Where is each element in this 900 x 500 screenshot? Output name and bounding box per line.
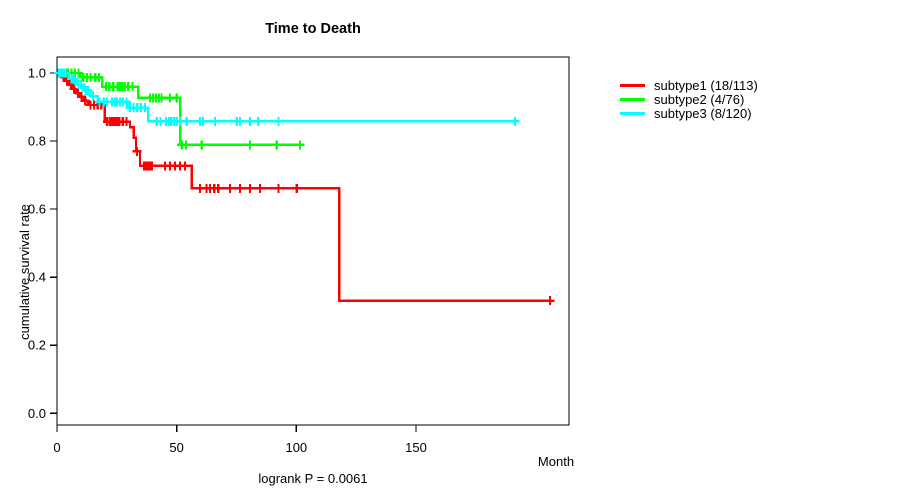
- logrank-pvalue: logrank P = 0.0061: [258, 471, 368, 486]
- plot-box: [56, 56, 570, 426]
- plot-title: Time to Death: [265, 21, 361, 37]
- y-tick-label: 1.0: [28, 66, 46, 81]
- legend-item-subtype1: subtype1 (18/113): [620, 78, 758, 94]
- legend-item-subtype2: subtype2 (4/76): [620, 92, 758, 108]
- x-tick-label: 50: [169, 440, 183, 455]
- survival-curve-subtype3: [57, 71, 516, 123]
- x-tick-label: 100: [285, 440, 307, 455]
- x-tick-label: 150: [405, 440, 427, 455]
- y-tick-label: 0.8: [28, 134, 46, 149]
- legend-label: subtype1 (18/113): [654, 78, 758, 94]
- y-tick-label: 0.6: [28, 202, 46, 217]
- legend: subtype1 (18/113) subtype2 (4/76) subtype3…: [620, 78, 758, 121]
- y-tick-label: 0.4: [28, 270, 46, 285]
- legend-line-swatch: [620, 111, 645, 115]
- x-tick-label: 0: [53, 440, 60, 455]
- legend-label: subtype2 (4/76): [654, 92, 745, 108]
- y-tick-label: 0.0: [28, 406, 46, 421]
- legend-label: subtype3 (8/120): [654, 106, 752, 121]
- y-tick-label: 0.2: [28, 338, 46, 353]
- x-axis-label: Month: [537, 454, 575, 469]
- legend-line-swatch: [620, 84, 645, 88]
- legend-line-swatch: [620, 98, 645, 102]
- legend-item-subtype3: subtype3 (8/120): [620, 106, 758, 121]
- y-axis-label: cumulative survival rate: [17, 204, 32, 340]
- censor-marks-subtype3: [53, 68, 520, 126]
